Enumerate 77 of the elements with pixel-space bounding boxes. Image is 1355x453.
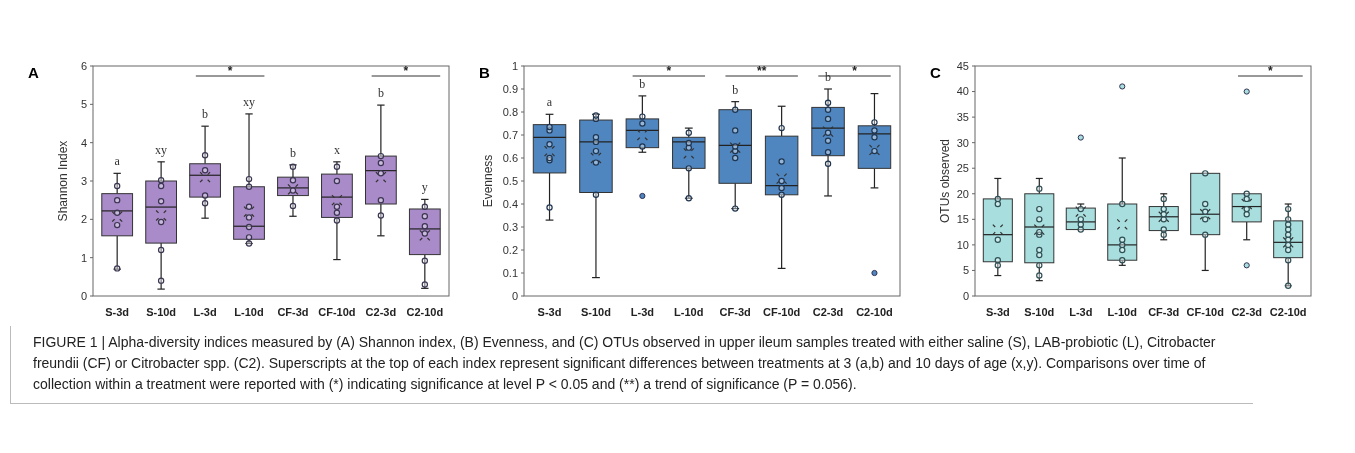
x-tick-label: L-10d bbox=[674, 306, 704, 318]
y-tick-label: 0.4 bbox=[502, 197, 518, 210]
y-tick-label: 2 bbox=[80, 213, 87, 226]
y-tick-label: 5 bbox=[80, 98, 87, 111]
text: y bbox=[421, 180, 428, 195]
annotation: * bbox=[1268, 64, 1274, 78]
x-tick-label: L-10d bbox=[1107, 306, 1137, 318]
caption: FIGURE 1 | Alpha-diversity indices measured by (A) Shannon index, (B) Evenness, and (C) OTUs observed in upper ileum samples treated with either saline (S), LAB-probiotic (L), Citrobacter freundii (CF) or Citrobacter spp. (C2). Superscripts at the top of each index represent significant differences between treatments at 3 (a,b) and 10 days of age (x,y). Comparisons over time of collection within a treatment were reported with (*) indicating significance at level P < 0.05 and (**) a trend of significance (P = 0.056). bbox=[10, 326, 1253, 404]
annotation: * bbox=[666, 64, 672, 78]
text: b bbox=[289, 145, 296, 160]
y-tick-label: 0.3 bbox=[502, 220, 518, 233]
x-tick-label: C2-10d bbox=[856, 306, 893, 318]
x-tick-label: CF-10d bbox=[318, 306, 356, 318]
text: xy bbox=[243, 94, 256, 109]
x-tick-label: S-3d bbox=[105, 306, 130, 318]
annotation: * bbox=[403, 64, 409, 78]
y-tick-label: 5 bbox=[962, 264, 969, 277]
annotation: ** bbox=[757, 64, 767, 78]
y-axis-title: OTUs observed bbox=[938, 138, 952, 224]
text: b bbox=[639, 76, 646, 91]
x-tick-label: C2-3d bbox=[812, 306, 844, 318]
y-tick-label: 0.1 bbox=[502, 266, 518, 279]
y-tick-label: 20 bbox=[956, 187, 969, 200]
text: xy bbox=[155, 142, 168, 157]
annotation: * bbox=[852, 64, 858, 78]
y-tick-label: 3 bbox=[80, 174, 87, 187]
text: a bbox=[114, 154, 120, 169]
y-tick-label: 0.8 bbox=[502, 105, 518, 118]
x-tick-label: L-3d bbox=[193, 306, 217, 318]
text: b bbox=[732, 82, 739, 97]
y-tick-label: 10 bbox=[956, 238, 969, 251]
x-tick-label: S-3d bbox=[985, 306, 1010, 318]
y-tick-label: 0.2 bbox=[502, 243, 518, 256]
x-tick-label: C2-10d bbox=[1269, 306, 1307, 318]
y-tick-label: 25 bbox=[956, 162, 969, 175]
x-tick-label: C2-10d bbox=[406, 306, 444, 318]
chart-title: A bbox=[28, 64, 39, 81]
x-tick-label: CF-3d bbox=[719, 306, 751, 318]
x-tick-label: L-3d bbox=[1069, 306, 1093, 318]
text: b bbox=[202, 107, 209, 122]
x-tick-label: CF-3d bbox=[277, 306, 309, 318]
x-tick-label: C2-3d bbox=[365, 306, 397, 318]
y-tick-label: 45 bbox=[956, 59, 969, 72]
y-tick-label: 0.7 bbox=[502, 128, 518, 141]
y-tick-label: 4 bbox=[80, 136, 87, 149]
x-tick-label: L-3d bbox=[630, 306, 654, 318]
y-axis-title: Shannon Index bbox=[56, 140, 70, 222]
y-tick-label: 0 bbox=[511, 289, 518, 302]
x-tick-label: S-10d bbox=[580, 306, 611, 318]
y-tick-label: 0.9 bbox=[502, 82, 518, 95]
x-tick-label: CF-10d bbox=[1186, 306, 1224, 318]
y-tick-label: 0.5 bbox=[502, 174, 518, 187]
x-tick-label: CF-3d bbox=[1148, 306, 1180, 318]
x-tick-label: C2-3d bbox=[1231, 306, 1262, 318]
y-tick-label: 30 bbox=[956, 136, 969, 149]
y-tick-label: 0.6 bbox=[502, 151, 518, 164]
y-tick-label: 0 bbox=[80, 289, 87, 302]
x-tick-label: S-10d bbox=[146, 306, 177, 318]
annotation: * bbox=[227, 64, 233, 78]
x-tick-label: CF-10d bbox=[762, 306, 801, 318]
x-tick-label: S-10d bbox=[1024, 306, 1055, 318]
y-tick-label: 40 bbox=[956, 85, 969, 98]
chart-title: C bbox=[930, 64, 941, 81]
y-tick-label: 1 bbox=[80, 251, 87, 264]
text: x bbox=[333, 142, 340, 157]
text: a bbox=[546, 95, 553, 110]
y-tick-label: 6 bbox=[80, 59, 87, 72]
x-tick-label: S-3d bbox=[537, 306, 562, 318]
x-tick-label: L-10d bbox=[234, 306, 264, 318]
y-tick-label: 15 bbox=[956, 213, 969, 226]
chart-title: B bbox=[479, 64, 490, 81]
text: b bbox=[825, 70, 832, 84]
y-tick-label: 35 bbox=[956, 110, 969, 123]
y-tick-label: 0 bbox=[962, 289, 969, 302]
y-axis-title: Evenness bbox=[481, 154, 495, 208]
text: b bbox=[377, 86, 384, 101]
y-tick-label: 1 bbox=[511, 59, 518, 72]
